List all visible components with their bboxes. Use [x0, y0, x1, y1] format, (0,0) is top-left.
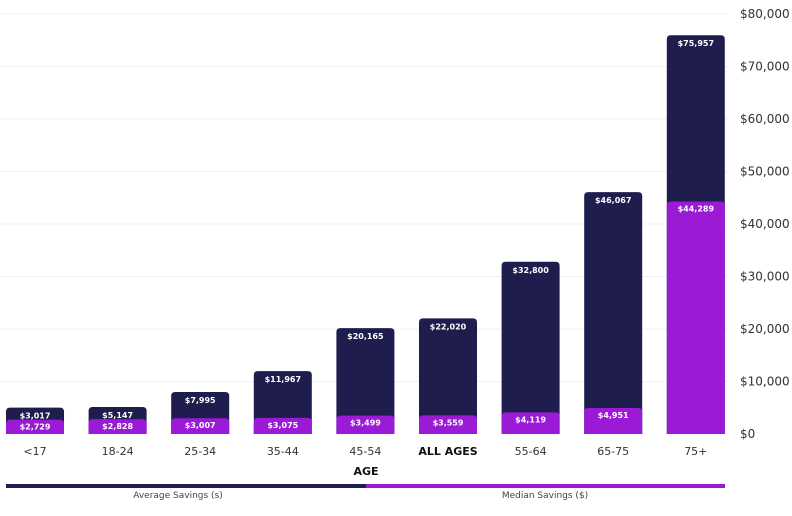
x-tick-label: 75+ — [684, 445, 707, 458]
average-bar — [419, 318, 477, 434]
median-bar — [336, 415, 395, 434]
x-tick-label: 45-54 — [349, 445, 381, 458]
average-data-label: $46,067 — [595, 196, 631, 205]
median-data-label: $3,499 — [350, 419, 381, 428]
median-bar — [253, 417, 312, 434]
x-tick-label: 65-75 — [597, 445, 629, 458]
median-data-label: $3,075 — [267, 421, 298, 430]
median-bar — [419, 415, 477, 434]
legend-label-median: Median Savings ($) — [501, 491, 589, 501]
median-bar — [666, 201, 725, 434]
x-tick-label: 25-34 — [184, 445, 216, 458]
y-tick-label: $30,000 — [740, 270, 790, 284]
x-tick-label: 55-64 — [515, 445, 547, 458]
median-data-label: $2,828 — [102, 422, 133, 431]
average-data-label: $32,800 — [512, 266, 549, 275]
median-bar — [88, 419, 147, 434]
median-data-label: $2,729 — [20, 423, 51, 432]
y-tick-label: $70,000 — [740, 60, 790, 74]
y-tick-label: $50,000 — [740, 165, 790, 179]
legend-swatch-median — [366, 484, 725, 488]
median-data-label: $4,119 — [515, 415, 546, 424]
average-data-label: $75,957 — [678, 39, 714, 48]
median-data-label: $3,559 — [433, 418, 464, 427]
average-data-label: $5,147 — [102, 411, 133, 420]
y-tick-label: $10,000 — [740, 375, 790, 389]
median-data-label: $4,951 — [598, 411, 629, 420]
x-tick-label: ALL AGES — [418, 445, 477, 458]
x-tick-label: <17 — [23, 445, 46, 458]
x-tick-label: 18-24 — [102, 445, 134, 458]
median-bar — [6, 419, 64, 434]
average-bar — [501, 261, 560, 434]
average-data-label: $22,020 — [430, 322, 467, 331]
median-bar — [171, 418, 230, 434]
y-tick-label: $40,000 — [740, 217, 790, 231]
x-axis-label: AGE — [353, 465, 378, 478]
median-bar — [501, 412, 560, 434]
average-bar — [584, 192, 643, 434]
y-tick-label: $20,000 — [740, 322, 790, 336]
average-data-label: $11,967 — [265, 375, 301, 384]
average-data-label: $3,017 — [20, 412, 51, 421]
median-data-label: $3,007 — [185, 421, 216, 430]
y-tick-label: $0 — [740, 427, 755, 441]
y-tick-label: $60,000 — [740, 112, 790, 126]
average-data-label: $7,995 — [185, 396, 216, 405]
legend-label-average: Average Savings (s) — [133, 491, 223, 501]
y-tick-label: $80,000 — [740, 7, 790, 21]
median-bar — [584, 408, 643, 434]
x-tick-label: 35-44 — [267, 445, 299, 458]
median-data-label: $44,289 — [678, 204, 715, 213]
average-bar — [336, 328, 395, 434]
legend-swatch-average — [6, 484, 366, 488]
average-data-label: $20,165 — [347, 332, 384, 341]
